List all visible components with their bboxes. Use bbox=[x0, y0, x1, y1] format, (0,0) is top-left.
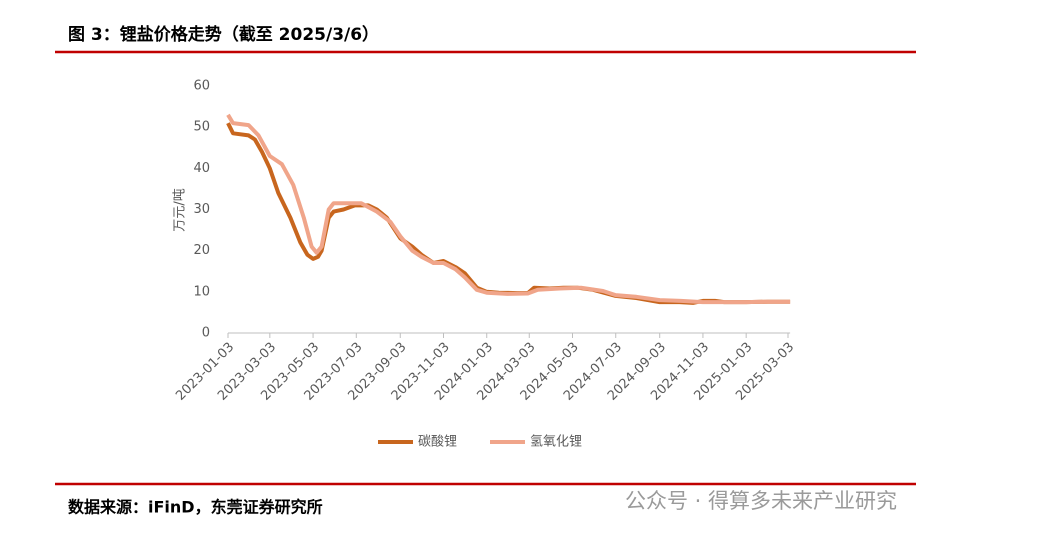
y-tick-label: 30 bbox=[193, 202, 210, 217]
source: 数据来源：iFinD，东莞证券研究所 bbox=[68, 498, 323, 517]
y-tick-label: 50 bbox=[193, 120, 210, 135]
watermark: 公众号 · 得算多未来产业研究 bbox=[625, 489, 897, 513]
y-tick-label: 20 bbox=[193, 243, 210, 258]
legend-label: 氢氧化锂 bbox=[530, 435, 582, 450]
legend-label: 碳酸锂 bbox=[418, 435, 457, 450]
y-tick-label: 0 bbox=[202, 326, 210, 341]
y-tick-label: 10 bbox=[193, 284, 210, 299]
y-tick-label: 60 bbox=[193, 79, 210, 94]
y-tick-label: 40 bbox=[193, 161, 210, 176]
line bbox=[226, 122, 791, 305]
figure-title: 图 3：锂盐价格走势（截至 2025/3/6） bbox=[68, 24, 379, 45]
line bbox=[226, 113, 791, 305]
y-axis-label: 万元/吨 bbox=[173, 188, 188, 231]
